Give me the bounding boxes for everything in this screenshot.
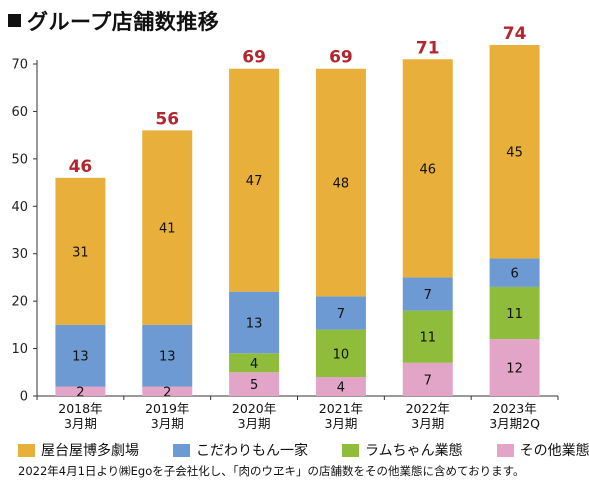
data-label: 41 (159, 222, 176, 237)
bar-segment (402, 362, 453, 396)
legend-label: その他業態 (519, 443, 589, 459)
title-square-icon (8, 14, 21, 27)
data-label: 4 (337, 381, 345, 396)
legend-swatch (18, 443, 35, 457)
data-label: 6 (510, 267, 518, 282)
total-label: 56 (155, 109, 179, 129)
x-tick-label: 2018年 (58, 401, 102, 416)
y-tick-label: 60 (11, 105, 28, 120)
data-label: 7 (424, 373, 432, 388)
y-tick-label: 50 (11, 152, 28, 167)
data-label: 47 (246, 174, 263, 189)
bar-segment (315, 296, 366, 330)
bar-segment (55, 386, 106, 396)
y-tick-label: 0 (20, 390, 28, 405)
data-label: 45 (506, 146, 523, 161)
bar-segment (229, 68, 280, 292)
total-label: 69 (242, 48, 266, 68)
legend-swatch (173, 443, 190, 457)
bar-segment (489, 286, 540, 340)
y-tick-label: 70 (11, 58, 28, 73)
legend-swatch (496, 443, 514, 457)
bar-segment (142, 130, 193, 325)
legend-item: こだわりもん一家 (173, 440, 308, 460)
data-label: 7 (337, 307, 345, 322)
bar-segment (142, 324, 193, 387)
data-label: 12 (506, 362, 523, 377)
data-label: 11 (506, 307, 523, 322)
bar-segment (402, 277, 453, 311)
bar-segment (315, 68, 366, 297)
bar-segment (142, 386, 193, 396)
bar-segment (402, 310, 453, 363)
legend-item: その他業態 (496, 440, 589, 460)
x-tick-label: 3月期 (238, 416, 271, 431)
x-tick-label: 3月期2Q (489, 416, 540, 431)
x-tick-label: 2019年 (145, 401, 189, 416)
x-tick-label: 3月期 (151, 416, 184, 431)
bar-segment (229, 291, 280, 354)
stacked-bar-chart: 01020304050607021331462018年3月期2134156201… (11, 24, 559, 431)
bar-segment (55, 324, 106, 387)
bar-segment (489, 45, 540, 259)
total-label: 71 (416, 38, 440, 58)
total-label: 69 (329, 48, 353, 68)
x-tick-label: 3月期 (64, 416, 97, 431)
x-tick-label: 3月期 (324, 416, 357, 431)
y-tick-label: 30 (11, 247, 28, 262)
y-tick-label: 40 (11, 200, 28, 215)
data-label: 13 (72, 350, 89, 365)
legend-label: ラムちゃん業態 (365, 443, 463, 459)
legend-swatch (342, 443, 359, 457)
chart-title: グループ店舗数推移 (8, 6, 219, 36)
legend-item: ラムちゃん業態 (342, 440, 463, 460)
data-label: 13 (159, 350, 176, 365)
chart-title-text: グループ店舗数推移 (27, 10, 220, 34)
x-tick-label: 2023年 (492, 401, 536, 416)
legend-label: こだわりもん一家 (196, 443, 308, 459)
x-tick-label: 2020年 (232, 401, 276, 416)
data-label: 5 (250, 378, 258, 393)
bar-segment (315, 329, 366, 378)
chart-legend: 屋台屋博多劇場 こだわりもん一家 ラムちゃん業態 その他業態 (18, 440, 589, 460)
bar-segment (55, 177, 106, 325)
data-label: 48 (333, 177, 350, 192)
data-label: 4 (250, 357, 258, 372)
data-label: 2 (76, 385, 84, 400)
x-tick-label: 2021年 (319, 401, 363, 416)
footnote: 2022年4月1日より㈱Egoを子会社化し、「肉のウヱキ」の店舗数をその他業態に… (18, 464, 525, 478)
bar-segment (315, 377, 366, 396)
x-tick-label: 3月期 (411, 416, 444, 431)
total-label: 46 (69, 157, 93, 177)
legend-label: 屋台屋博多劇場 (41, 443, 139, 459)
data-label: 7 (424, 288, 432, 303)
bar-segment (229, 372, 280, 396)
bar-segment (489, 258, 540, 287)
total-label: 74 (503, 24, 527, 44)
data-label: 13 (246, 316, 263, 331)
legend-item: 屋台屋博多劇場 (18, 440, 139, 460)
bar-segment (402, 59, 453, 278)
data-label: 31 (72, 245, 89, 260)
bar-segment (489, 339, 540, 396)
data-label: 46 (419, 162, 436, 177)
y-tick-label: 10 (11, 342, 28, 357)
data-label: 11 (419, 331, 436, 346)
bar-segment (229, 353, 280, 373)
x-tick-label: 2022年 (406, 401, 450, 416)
data-label: 2 (163, 385, 171, 400)
y-tick-label: 20 (11, 295, 28, 310)
data-label: 10 (333, 347, 350, 362)
